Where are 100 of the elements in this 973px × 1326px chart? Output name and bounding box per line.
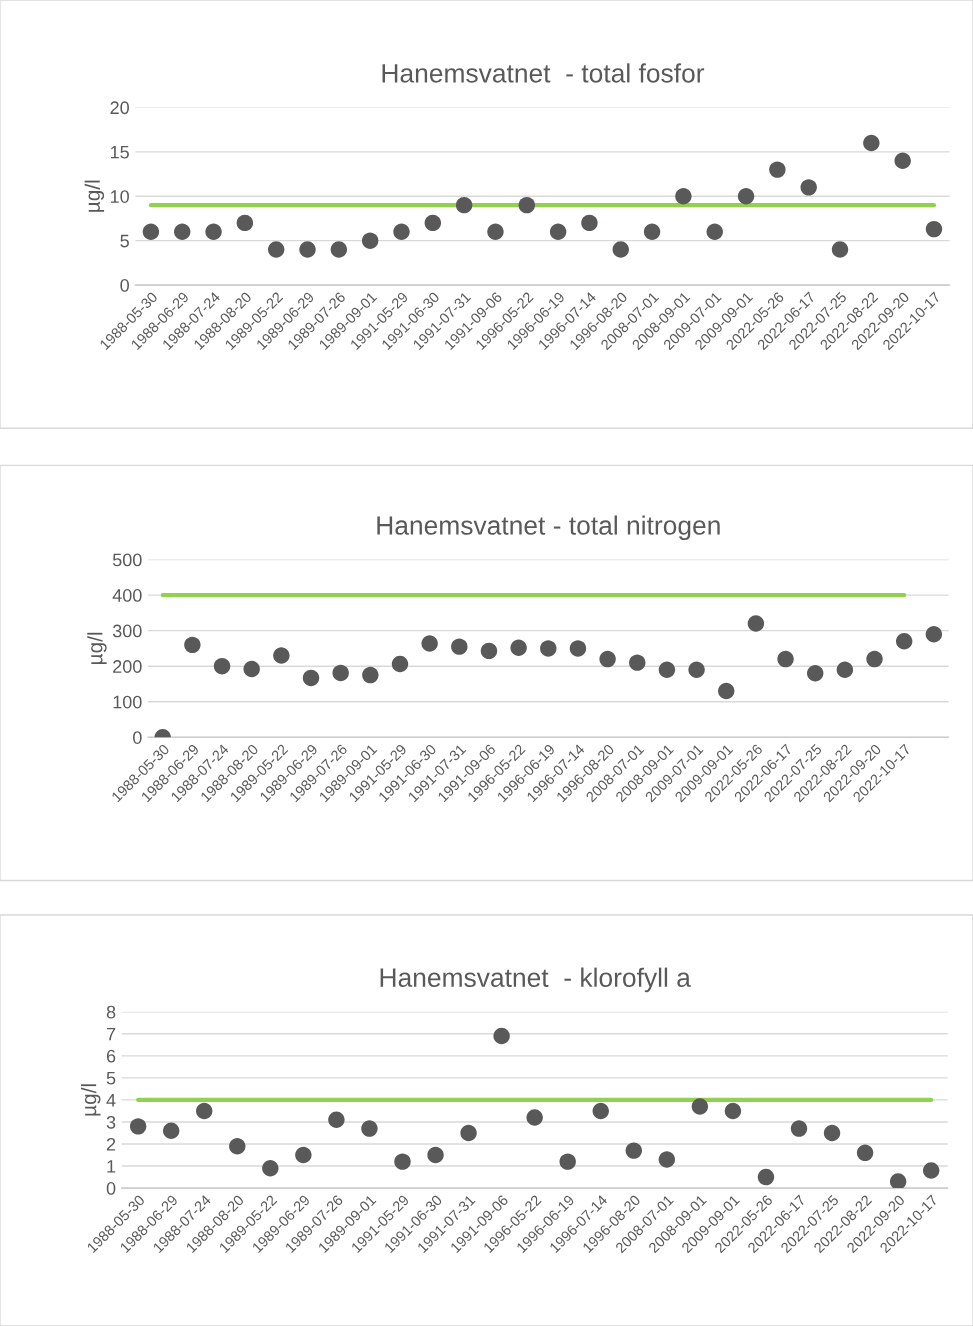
y-tick-label: 10 — [110, 190, 129, 203]
point — [262, 1160, 279, 1177]
point — [518, 196, 535, 214]
point — [142, 223, 160, 240]
y-axis-title: µg/l — [84, 180, 105, 212]
point — [480, 642, 498, 660]
point — [866, 650, 883, 668]
point — [174, 223, 191, 240]
point — [330, 241, 348, 258]
point — [229, 1137, 246, 1155]
y-tick-label: 500 — [112, 553, 142, 567]
chart-title: Hanemsvatnet - klorofyll a — [380, 967, 691, 993]
point — [688, 661, 705, 678]
point — [922, 1162, 940, 1179]
point — [737, 188, 755, 205]
point — [455, 196, 473, 214]
point — [807, 665, 824, 682]
y-axis-title: µg/l — [81, 1084, 101, 1116]
chart-title: Hanemsvatnet - total nitrogen — [377, 515, 720, 541]
point — [460, 1124, 477, 1142]
point — [856, 1144, 874, 1162]
y-tick-label: 400 — [112, 589, 142, 602]
point — [205, 223, 222, 240]
point — [361, 232, 379, 249]
point — [757, 1168, 775, 1186]
point — [863, 134, 880, 152]
point — [675, 188, 692, 205]
point — [299, 241, 316, 258]
point — [581, 214, 598, 232]
y-tick-label: 1 — [107, 1160, 116, 1173]
y-tick-label: 0 — [120, 279, 129, 292]
point — [925, 625, 943, 643]
point — [691, 1098, 709, 1115]
point — [569, 640, 587, 657]
point — [302, 669, 320, 687]
y-tick-label: 20 — [110, 101, 129, 115]
point — [592, 1102, 609, 1120]
point — [823, 1124, 841, 1142]
point — [724, 1102, 742, 1120]
point — [129, 1118, 147, 1135]
point — [493, 1027, 510, 1045]
point — [362, 666, 379, 684]
point — [800, 179, 817, 196]
y-tick-label: 300 — [112, 624, 142, 638]
y-tick-label: 5 — [120, 234, 129, 248]
point — [894, 152, 911, 169]
y-tick-label: 6 — [106, 1049, 116, 1063]
point — [328, 1111, 345, 1128]
point — [549, 223, 567, 240]
point — [487, 223, 504, 240]
point — [658, 1151, 676, 1168]
point — [361, 1120, 378, 1137]
point — [831, 241, 849, 258]
point — [236, 214, 254, 232]
y-tick-label: 8 — [106, 1005, 116, 1019]
point — [424, 214, 442, 232]
point — [427, 1146, 444, 1164]
point — [836, 661, 854, 678]
point — [777, 650, 794, 668]
point — [790, 1120, 808, 1137]
point — [747, 615, 765, 632]
y-tick-label: 0 — [106, 1182, 116, 1195]
point — [612, 241, 629, 258]
point — [184, 636, 201, 654]
point — [526, 1109, 543, 1126]
point — [769, 161, 786, 178]
point — [243, 660, 260, 678]
point — [510, 639, 527, 656]
point — [267, 241, 285, 258]
point — [196, 1102, 213, 1120]
point — [162, 1122, 180, 1139]
y-tick-label: 2 — [106, 1137, 116, 1151]
point — [599, 650, 616, 668]
y-tick-label: 0 — [133, 731, 142, 744]
point — [295, 1146, 312, 1164]
y-tick-label: 7 — [106, 1027, 116, 1041]
y-tick-label: 3 — [106, 1115, 116, 1129]
point — [273, 647, 290, 664]
y-tick-label: 15 — [110, 145, 129, 159]
point — [394, 1153, 411, 1170]
chart-title: Hanemsvatnet - total fosfor — [382, 63, 705, 83]
point — [889, 1173, 907, 1189]
point — [625, 1142, 643, 1159]
point — [393, 223, 410, 240]
point — [895, 633, 913, 650]
point — [451, 638, 468, 655]
point — [213, 657, 231, 675]
point — [925, 220, 943, 238]
y-tick-label: 4 — [106, 1094, 116, 1107]
y-tick-label: 5 — [106, 1071, 116, 1085]
point — [629, 654, 646, 671]
point — [658, 661, 676, 678]
point — [643, 223, 661, 240]
point — [706, 223, 723, 240]
point — [559, 1153, 576, 1170]
point — [540, 640, 557, 657]
point — [391, 655, 409, 673]
y-tick-label: 200 — [113, 660, 142, 673]
point — [332, 664, 349, 682]
y-axis-title: µg/l — [87, 632, 107, 664]
